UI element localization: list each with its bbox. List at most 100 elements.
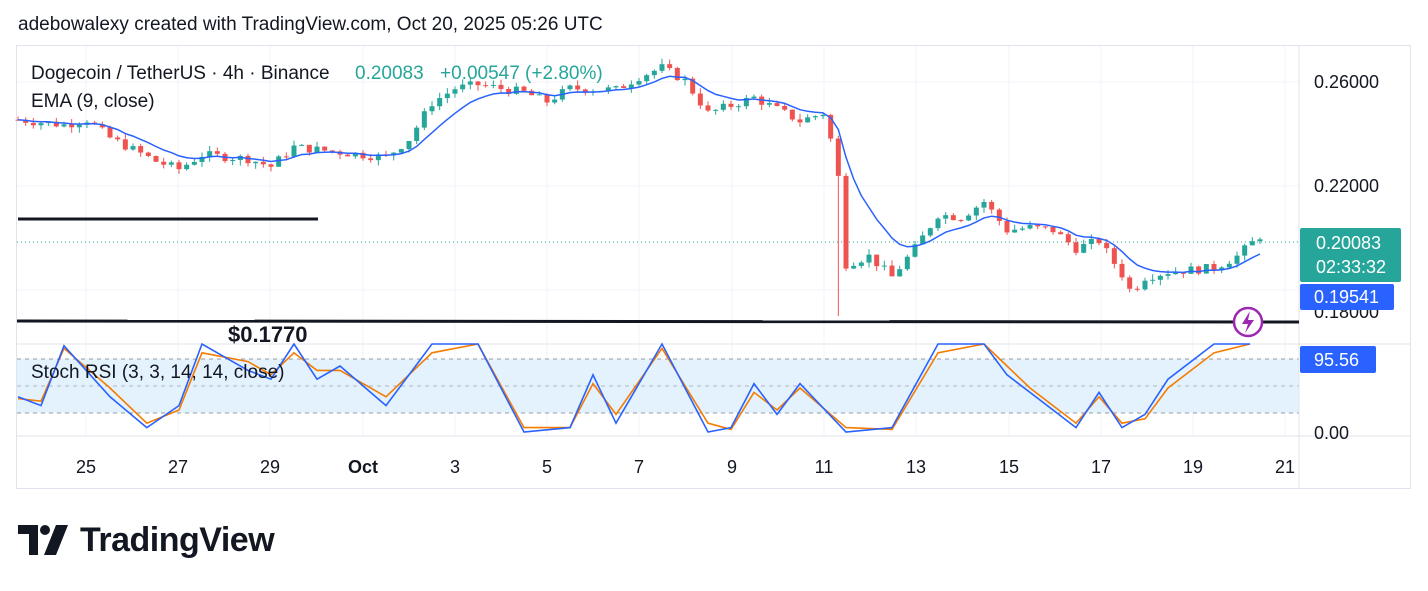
candle-body[interactable] [406, 140, 412, 150]
candle-body[interactable] [743, 97, 749, 107]
candle-body[interactable] [138, 146, 144, 153]
candle-body[interactable] [897, 269, 903, 277]
candle-body[interactable] [682, 78, 688, 81]
candle-body[interactable] [1119, 263, 1125, 278]
candle-body[interactable] [1203, 264, 1209, 274]
candle-body[interactable] [1211, 264, 1217, 271]
candle-body[interactable] [483, 85, 489, 87]
candle-body[interactable] [176, 162, 182, 170]
candle-body[interactable] [1157, 275, 1163, 280]
candle-body[interactable] [797, 119, 803, 123]
candle-body[interactable] [1173, 272, 1179, 275]
candle-body[interactable] [260, 161, 266, 165]
candle-body[interactable] [329, 150, 335, 152]
candle-body[interactable] [99, 124, 105, 128]
candle-body[interactable] [521, 86, 527, 91]
candle-body[interactable] [61, 124, 67, 127]
lightning-icon[interactable] [1232, 306, 1264, 338]
candle-body[interactable] [858, 262, 864, 266]
candle-body[interactable] [996, 209, 1002, 221]
candle-body[interactable] [582, 89, 588, 93]
candle-body[interactable] [506, 89, 512, 94]
candle-body[interactable] [1111, 248, 1117, 264]
candle-body[interactable] [230, 159, 236, 162]
candle-body[interactable] [498, 84, 504, 90]
candle-body[interactable] [1196, 266, 1202, 274]
candle-body[interactable] [122, 139, 128, 150]
candle-body[interactable] [835, 138, 841, 176]
candle-body[interactable] [690, 78, 696, 94]
candle-body[interactable] [966, 215, 972, 221]
candle-body[interactable] [1242, 245, 1248, 256]
candle-body[interactable] [1127, 277, 1133, 289]
candle-body[interactable] [1088, 238, 1094, 244]
candle-body[interactable] [1019, 228, 1025, 230]
candle-body[interactable] [575, 85, 581, 90]
candle-body[interactable] [145, 152, 151, 157]
candle-body[interactable] [1050, 226, 1056, 233]
candle-body[interactable] [76, 124, 82, 128]
candle-body[interactable] [720, 103, 726, 110]
candle-body[interactable] [1226, 263, 1232, 268]
candle-body[interactable] [935, 218, 941, 229]
candle-body[interactable] [467, 81, 473, 85]
candle-body[interactable] [912, 244, 918, 257]
candle-body[interactable] [782, 105, 788, 110]
candle-body[interactable] [958, 220, 964, 222]
candle-body[interactable] [728, 103, 734, 107]
candle-body[interactable] [1134, 288, 1140, 290]
candle-body[interactable] [989, 201, 995, 210]
candle-body[interactable] [437, 98, 443, 107]
candle-body[interactable] [697, 93, 703, 106]
candle-body[interactable] [950, 215, 956, 221]
candle-body[interactable] [605, 87, 611, 91]
candle-body[interactable] [214, 151, 220, 154]
candle-body[interactable] [452, 89, 458, 94]
candle-body[interactable] [1150, 279, 1156, 281]
candle-body[interactable] [1165, 274, 1171, 276]
candle-body[interactable] [1142, 280, 1148, 290]
candle-body[interactable] [375, 154, 381, 161]
candle-body[interactable] [973, 207, 979, 216]
candle-body[interactable] [429, 106, 435, 112]
candle-body[interactable] [1012, 229, 1018, 233]
candle-body[interactable] [475, 81, 481, 86]
candle-body[interactable] [613, 86, 619, 88]
candle-body[interactable] [667, 64, 673, 68]
candle-body[interactable] [904, 256, 910, 270]
candle-body[interactable] [713, 109, 719, 111]
candle-body[interactable] [368, 158, 374, 161]
candle-body[interactable] [168, 162, 174, 165]
candle-body[interactable] [38, 123, 44, 126]
candle-body[interactable] [360, 152, 366, 159]
candle-body[interactable] [881, 265, 887, 267]
candle-body[interactable] [253, 161, 259, 164]
price-chart[interactable]: $0.1770 Dogecoin / TetherUS · 4h · Binan… [0, 0, 1428, 500]
candle-body[interactable] [299, 144, 305, 146]
candle-body[interactable] [920, 235, 926, 245]
candle-body[interactable] [843, 175, 849, 269]
candle-body[interactable] [1257, 239, 1263, 242]
candle-body[interactable] [820, 114, 826, 117]
candle-body[interactable] [490, 84, 496, 86]
candle-body[interactable] [345, 154, 351, 157]
candle-body[interactable] [314, 146, 320, 153]
candle-body[interactable] [207, 151, 213, 157]
candle-body[interactable] [30, 122, 36, 126]
candle-body[interactable] [322, 146, 328, 151]
candle-body[interactable] [130, 146, 136, 150]
candle-body[interactable] [53, 121, 59, 127]
candle-body[interactable] [774, 103, 780, 106]
candle-body[interactable] [621, 86, 627, 88]
candle-body[interactable] [866, 254, 872, 263]
candle-body[interactable] [705, 105, 711, 111]
candle-body[interactable] [805, 117, 811, 123]
candle-body[interactable] [1219, 267, 1225, 271]
candle-body[interactable] [69, 124, 75, 128]
candle-body[interactable] [552, 99, 558, 103]
candle-body[interactable] [161, 161, 167, 165]
candle-body[interactable] [421, 111, 427, 128]
candle-body[interactable] [927, 228, 933, 236]
candle-body[interactable] [659, 64, 665, 71]
candle-body[interactable] [191, 161, 197, 165]
